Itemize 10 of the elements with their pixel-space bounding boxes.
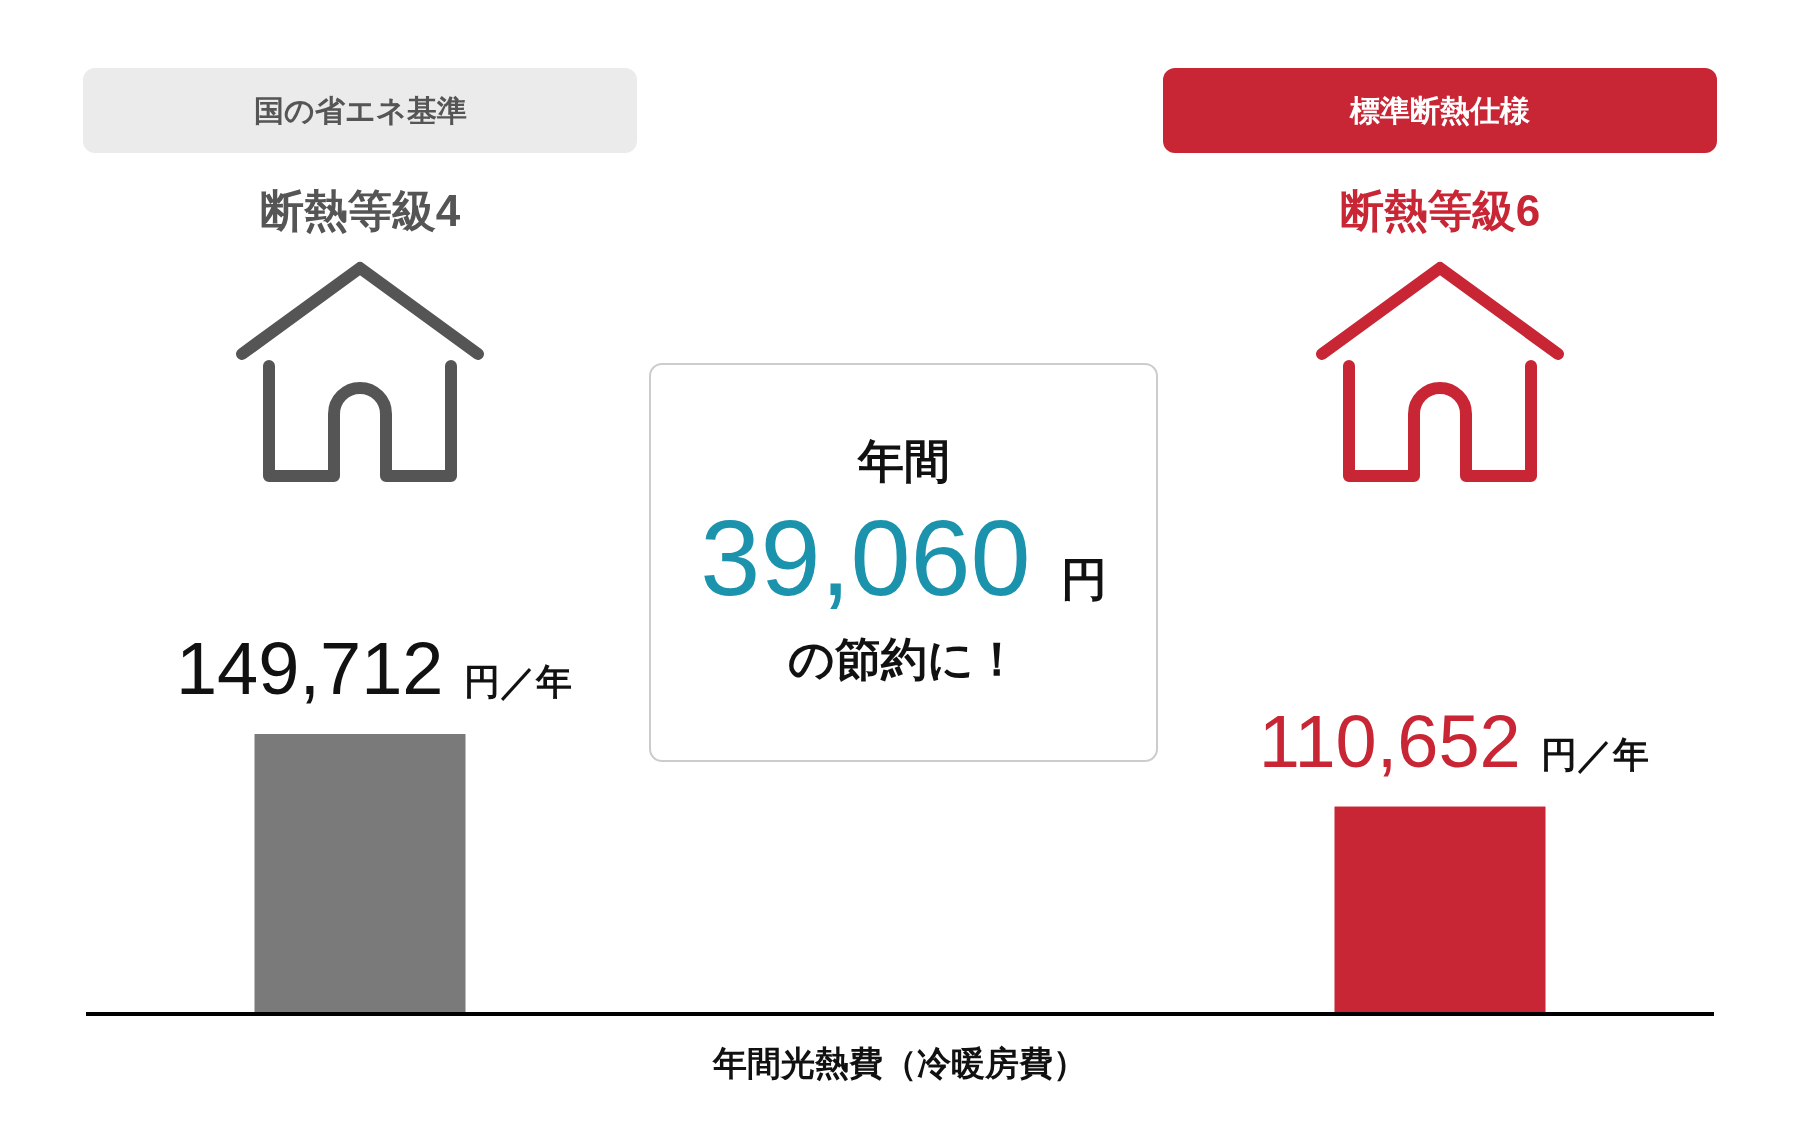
x-tick-label: 断熱等級6 (1339, 186, 1541, 235)
text: 標準断熱仕様 (1349, 94, 1530, 127)
x-axis-title: 年間光熱費（冷暖房費） (712, 1044, 1087, 1082)
text: 年間 (855, 435, 950, 488)
data-label: 110,652 円／年 (1258, 699, 1650, 783)
data-label: 149,712 円／年 (175, 627, 573, 710)
text: の節約に！ (787, 633, 1020, 686)
text: 39,060 円 (700, 496, 1107, 618)
text: 国の省エネ基準 (253, 94, 467, 127)
x-tick-label: 断熱等級4 (259, 186, 461, 235)
